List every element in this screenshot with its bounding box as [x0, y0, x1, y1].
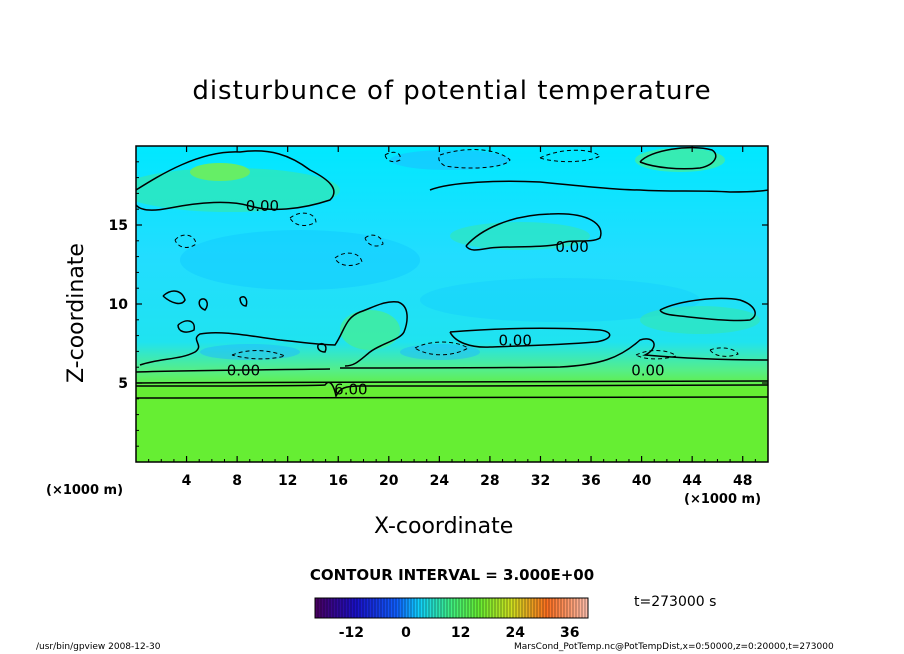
- x-tick-label: 12: [278, 473, 297, 489]
- x-axis-ticks: 4 8 12 16 20 24 28 32 36 40 44 48: [148, 146, 756, 489]
- contour-label: 0.00: [555, 238, 588, 256]
- colorbar-tick-label: 36: [560, 625, 579, 641]
- x-tick-label: 4: [182, 473, 192, 489]
- y-axis-label: Z-coordinate: [64, 243, 89, 383]
- heatmap-field: [136, 146, 768, 462]
- x-tick-label: 32: [531, 473, 550, 489]
- contour-label: 0.00: [631, 361, 664, 379]
- x-tick-label: 36: [581, 473, 600, 489]
- footer-source: MarsCond_PotTemp.nc@PotTempDist,x=0:5000…: [514, 642, 834, 652]
- colorbar: -12 0 12 24 36: [314, 597, 589, 641]
- contour-label: 0.00: [227, 361, 260, 379]
- colorbar-tick-label: 12: [451, 625, 470, 641]
- x-tick-label: 48: [733, 473, 752, 489]
- contour-label: 0.00: [498, 331, 531, 349]
- x-unit-label-left: (×1000 m): [46, 483, 124, 498]
- x-tick-label: 16: [328, 473, 347, 489]
- x-tick-label: 24: [430, 473, 450, 489]
- contour-dashed: [174, 149, 739, 360]
- time-label: t=273000 s: [634, 594, 717, 610]
- y-tick-label: 10: [109, 297, 129, 313]
- y-tick-label: 15: [109, 218, 128, 234]
- contour-label: 6.00: [334, 380, 367, 398]
- x-tick-label: 40: [632, 473, 652, 489]
- contour-lines: [136, 146, 768, 399]
- contour-interval-label: CONTOUR INTERVAL = 3.000E+00: [309, 566, 595, 584]
- y-axis-ticks: 5 10 15: [109, 161, 768, 447]
- footer-command: /usr/bin/gpview 2008-12-30: [36, 642, 161, 652]
- contour-label: 0.00: [246, 197, 279, 215]
- x-tick-label: 44: [682, 473, 702, 489]
- x-axis-label: X-coordinate: [374, 514, 514, 539]
- y-tick-label: 5: [118, 376, 128, 392]
- x-unit-label-right: (×1000 m): [684, 492, 762, 507]
- colorbar-tick-label: 0: [401, 625, 411, 641]
- x-tick-label: 20: [379, 473, 399, 489]
- contour-labels: 0.00 0.00 0.00 0.00 0.00 6.00: [227, 197, 665, 398]
- chart-title: disturbunce of potential temperature: [192, 76, 712, 106]
- colorbar-tick-label: 24: [505, 625, 525, 641]
- colorbar-tick-label: -12: [339, 625, 364, 641]
- x-tick-label: 28: [480, 473, 499, 489]
- x-tick-label: 8: [232, 473, 242, 489]
